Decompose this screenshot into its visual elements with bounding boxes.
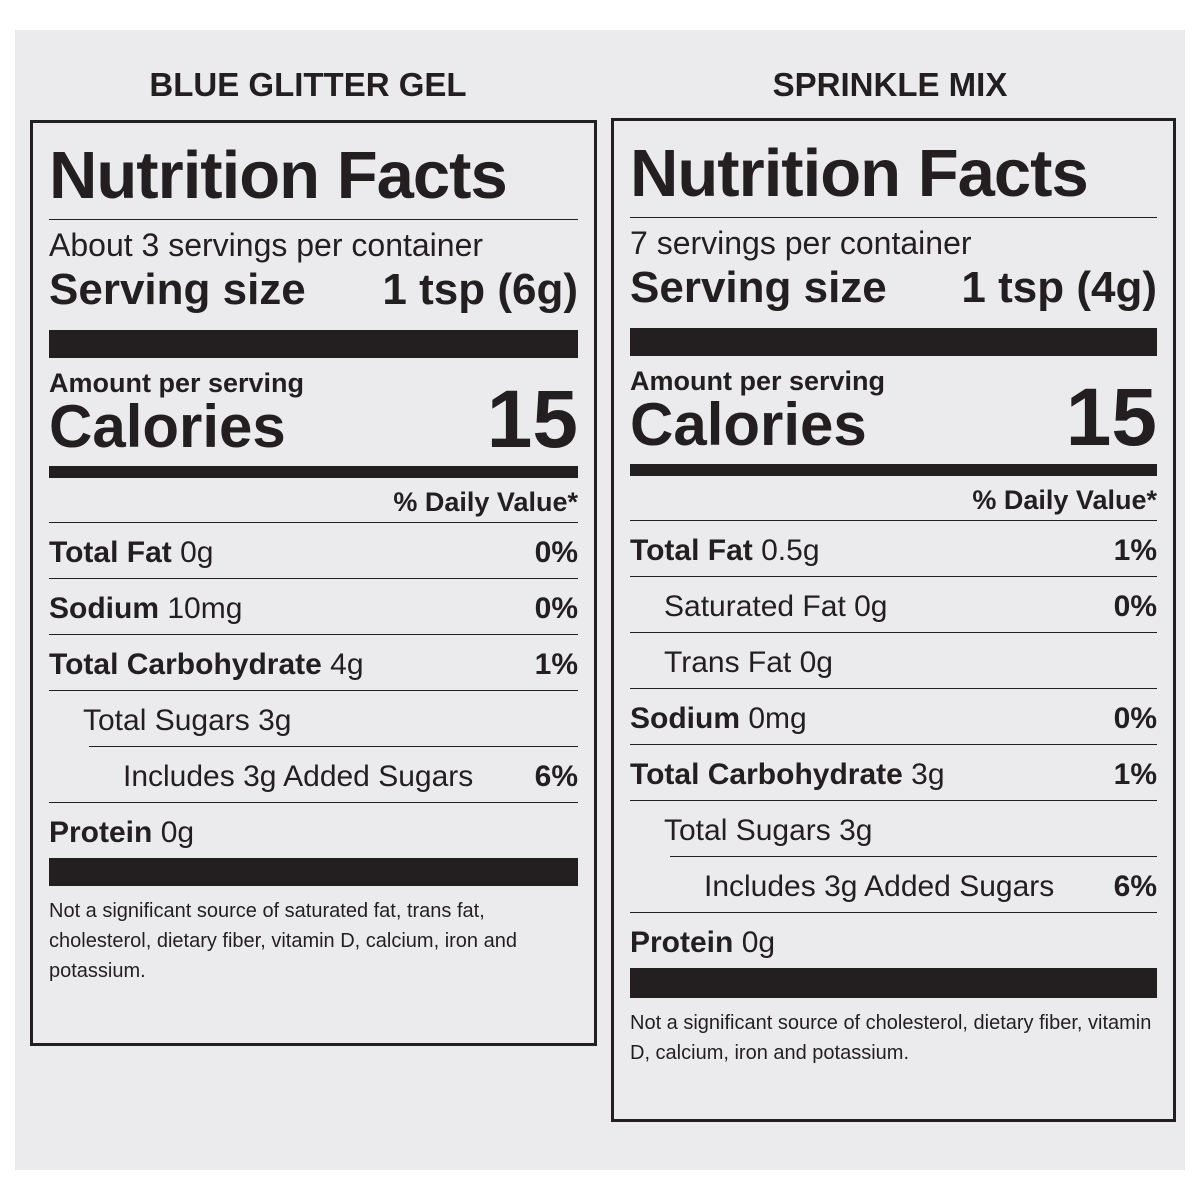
nutrient: Trans Fat 0g [664, 633, 833, 688]
nutrient-name: Includes 3g Added Sugars [123, 760, 474, 793]
nutrient-row: Includes 3g Added Sugars 6% [89, 746, 578, 802]
nutrient: Total Fat 0.5g [630, 521, 820, 576]
nutrient-name: Includes 3g Added Sugars [704, 870, 1055, 903]
nutrient-name: Total Carbohydrate [630, 758, 903, 791]
nutrient-amount: 0g [160, 816, 195, 849]
calories: Calories 15 [49, 379, 578, 461]
nutrient: Protein 0g [49, 803, 194, 858]
nutrient-name: Sodium [630, 702, 740, 735]
serving-size-label: Serving size [630, 263, 887, 312]
nutrient-name: Total Fat [49, 536, 172, 569]
daily-value: 0% [534, 592, 578, 625]
thick-bar [49, 858, 578, 886]
nutrient-row: Trans Fat 0g [630, 632, 1157, 688]
nutrient-amount: 3g [911, 758, 945, 791]
calories-label: Calories [49, 393, 286, 460]
dv-header: % Daily Value* [49, 478, 578, 523]
nutrition-label: Nutrition Facts About 3 servings per cont… [30, 120, 597, 1046]
nutrient-rows: Total Fat 0.5g 1% Saturated Fat 0g 0% Trans … [630, 521, 1157, 968]
nutrient-row: Includes 3g Added Sugars 6% [670, 856, 1157, 912]
nutrient-name: Protein [630, 926, 734, 959]
nutrient-row: Total Fat 0.5g 1% [630, 521, 1157, 576]
serving-size: Serving size 1 tsp (4g) [630, 260, 1157, 316]
nutrition-label: Nutrition Facts 7 servings per container S… [611, 118, 1176, 1122]
product-name: SPRINKLE MIX [772, 66, 1008, 103]
nutrient-amount: 4g [330, 648, 364, 681]
nutrient: Sodium 10mg [49, 579, 242, 634]
calories-value: 15 [1065, 372, 1157, 463]
daily-value: 1% [534, 648, 578, 681]
nutrient-name: Trans Fat 0g [664, 646, 833, 679]
nutrient: Total Sugars 3g [664, 801, 872, 856]
nutrient-row: Total Carbohydrate 4g 1% [49, 634, 578, 690]
nutrient-name: Protein [49, 816, 153, 849]
nutrient-row: Sodium 0mg 0% [630, 688, 1157, 744]
nutrient: Protein 0g [630, 913, 775, 968]
serving-size-label: Serving size [49, 265, 306, 314]
footnote: Not a significant source of cholesterol,… [630, 1012, 1152, 1064]
daily-value: 0% [1113, 590, 1157, 623]
servings: 7 servings per container [630, 225, 972, 261]
nutrient-row: Total Carbohydrate 3g 1% [630, 744, 1157, 800]
daily-value: 1% [1113, 534, 1157, 567]
nutrient: Total Fat 0g [49, 523, 214, 578]
nutrient: Total Carbohydrate 3g [630, 745, 945, 800]
nutrient-name: Sodium [49, 592, 159, 625]
nutrient: Total Carbohydrate 4g [49, 635, 364, 690]
nutrient-row: Protein 0g [49, 802, 578, 858]
product-name: BLUE GLITTER GEL [149, 66, 467, 103]
nutrient-name: Saturated Fat 0g [664, 590, 888, 623]
medium-bar [630, 464, 1157, 476]
label-title: Nutrition Facts [49, 123, 578, 220]
nutrient-name: Total Sugars 3g [83, 704, 292, 737]
daily-value: 1% [1113, 758, 1157, 791]
serving-size-value: 1 tsp (4g) [961, 263, 1157, 312]
nutrient: Includes 3g Added Sugars [123, 747, 473, 802]
nutrient-row: Total Sugars 3g [49, 690, 578, 746]
nutrient-row: Saturated Fat 0g 0% [630, 576, 1157, 632]
thick-bar [630, 328, 1157, 356]
label-title: Nutrition Facts [630, 121, 1157, 218]
nutrient-name: Total Carbohydrate [49, 648, 322, 681]
nutrient-row: Protein 0g [630, 912, 1157, 968]
nutrient: Sodium 0mg [630, 689, 807, 744]
nutrient: Includes 3g Added Sugars [704, 857, 1054, 912]
servings: About 3 servings per container [49, 227, 484, 263]
daily-value: 6% [534, 760, 578, 793]
daily-value: 6% [1113, 870, 1157, 903]
calories-label: Calories [630, 391, 867, 458]
nutrient-amount: 0g [180, 536, 214, 569]
calories: Calories 15 [630, 377, 1157, 459]
dv-header: % Daily Value* [630, 476, 1157, 521]
thick-bar [49, 330, 578, 358]
nutrient-name: Total Sugars 3g [664, 814, 873, 847]
nutrient-rows: Total Fat 0g 0% Sodium 10mg 0% Total Carbohy… [49, 523, 578, 858]
serving-size-value: 1 tsp (6g) [382, 265, 578, 314]
nutrient-row: Total Sugars 3g [630, 800, 1157, 856]
nutrient: Total Sugars 3g [83, 691, 291, 746]
daily-value: 0% [534, 536, 578, 569]
amount-per-serving: Amount per serving [630, 366, 886, 396]
nutrient-row: Sodium 10mg 0% [49, 578, 578, 634]
daily-value: 0% [1113, 702, 1157, 735]
nutrient-amount: 10mg [167, 592, 243, 625]
amount-per-serving: Amount per serving [49, 368, 305, 398]
nutrient-amount: 0.5g [761, 534, 820, 567]
calories-value: 15 [486, 374, 578, 465]
nutrient-name: Total Fat [630, 534, 753, 567]
nutrient-row: Total Fat 0g 0% [49, 523, 578, 578]
nutrient-amount: 0g [741, 926, 776, 959]
thick-bar [630, 968, 1157, 998]
nutrient: Saturated Fat 0g [664, 577, 887, 632]
serving-size: Serving size 1 tsp (6g) [49, 262, 578, 318]
medium-bar [49, 466, 578, 478]
footnote: Not a significant source of saturated fa… [49, 900, 517, 982]
nutrient-amount: 0mg [748, 702, 807, 735]
